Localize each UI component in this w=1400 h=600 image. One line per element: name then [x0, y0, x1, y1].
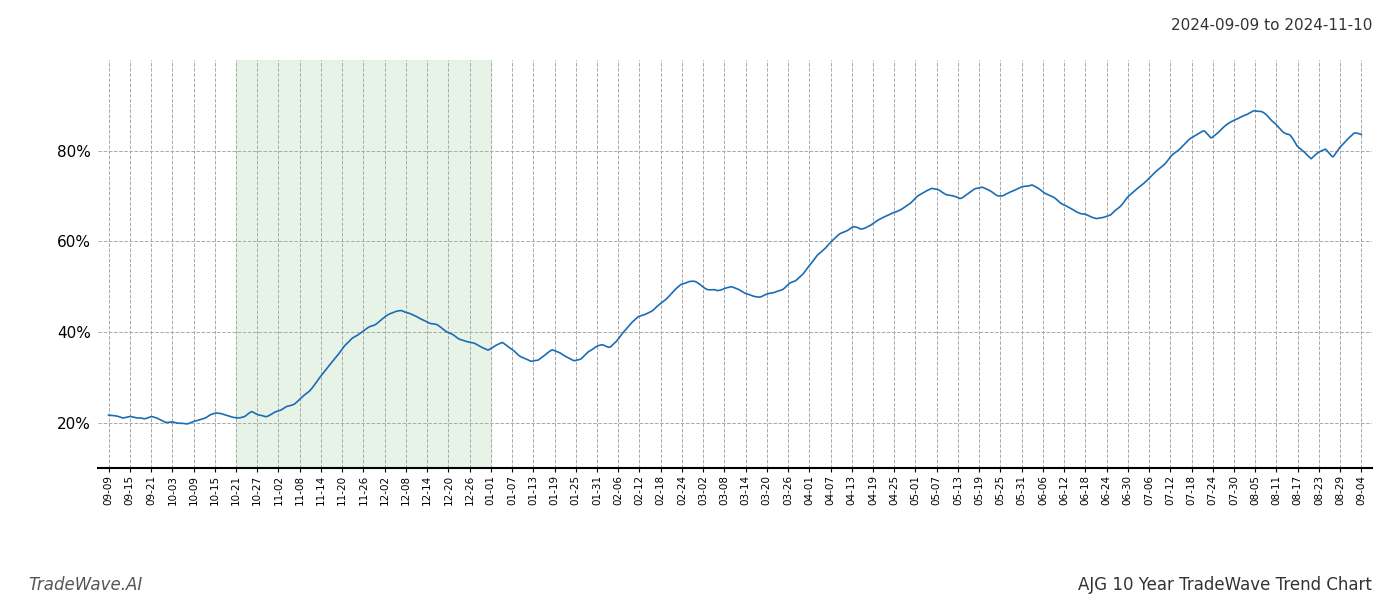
Bar [237, 60, 491, 468]
Text: TradeWave.AI: TradeWave.AI [28, 576, 143, 594]
Text: 2024-09-09 to 2024-11-10: 2024-09-09 to 2024-11-10 [1170, 18, 1372, 33]
Text: AJG 10 Year TradeWave Trend Chart: AJG 10 Year TradeWave Trend Chart [1078, 576, 1372, 594]
